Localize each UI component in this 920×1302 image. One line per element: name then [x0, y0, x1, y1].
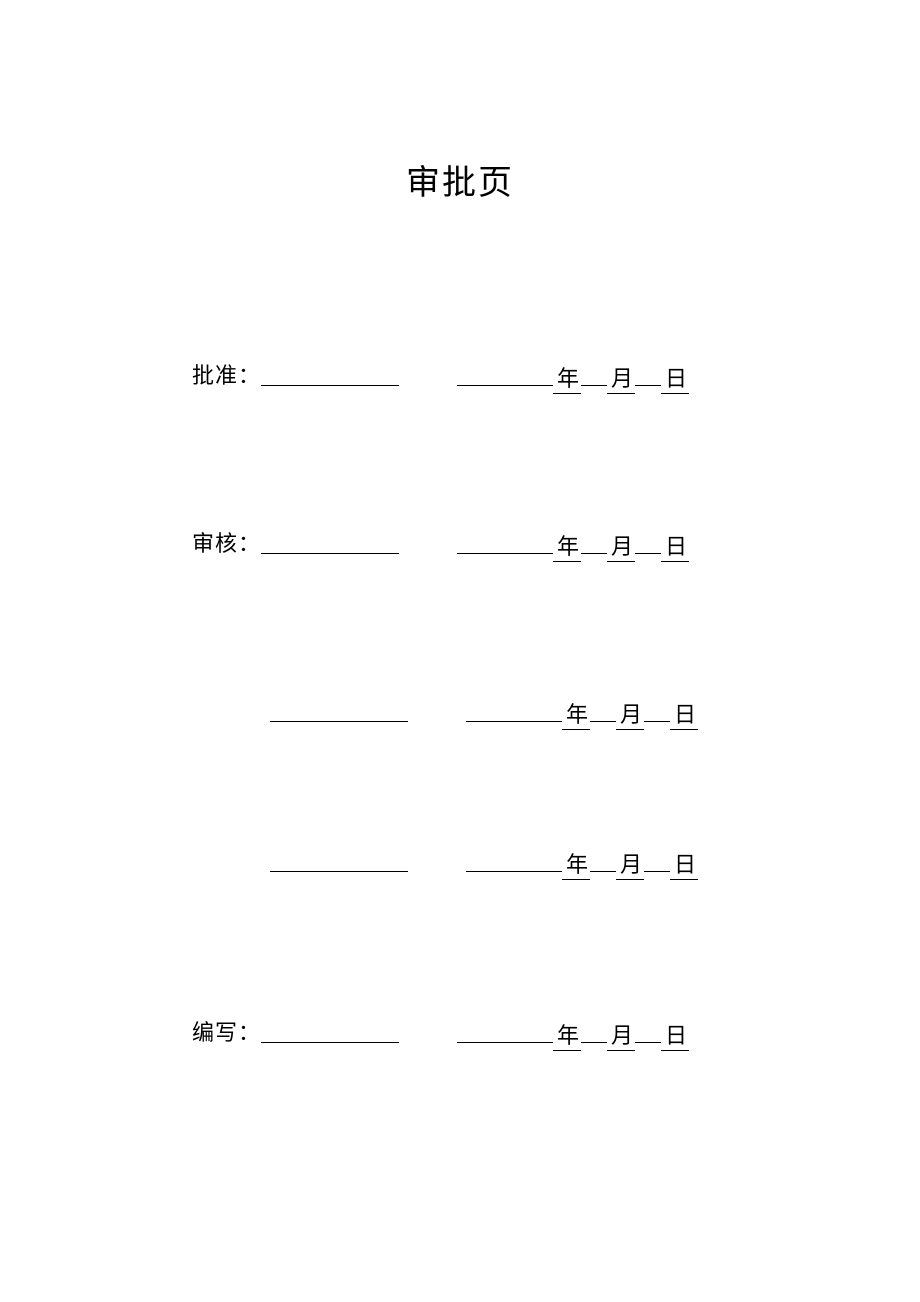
year-input-line[interactable]	[457, 364, 553, 386]
day-input-line[interactable]	[635, 1021, 661, 1043]
month-input-line[interactable]	[590, 850, 616, 872]
month-char: 月	[607, 361, 635, 394]
month-char: 月	[616, 847, 644, 880]
row-extra-2: 年月日	[270, 844, 732, 877]
year-char: 年	[562, 697, 590, 730]
day-char: 日	[661, 529, 689, 562]
row-approve: 批准： 年月日	[192, 358, 732, 391]
name-input-line[interactable]	[270, 850, 408, 872]
day-char: 日	[661, 1018, 689, 1051]
label-author: 编写：	[192, 1015, 261, 1047]
year-char: 年	[553, 529, 581, 562]
year-char: 年	[553, 1018, 581, 1051]
day-char: 日	[661, 361, 689, 394]
name-input-line[interactable]	[261, 532, 399, 554]
month-input-line[interactable]	[590, 700, 616, 722]
month-char: 月	[616, 697, 644, 730]
month-input-line[interactable]	[581, 364, 607, 386]
month-char: 月	[607, 529, 635, 562]
month-char: 月	[607, 1018, 635, 1051]
row-review: 审核： 年月日	[192, 526, 732, 559]
day-input-line[interactable]	[644, 850, 670, 872]
row-author: 编写： 年月日	[192, 1015, 732, 1048]
name-input-line[interactable]	[261, 364, 399, 386]
name-input-line[interactable]	[270, 700, 408, 722]
row-extra-1: 年月日	[270, 694, 732, 727]
approval-form: 批准： 年月日 审核： 年月日 年月日 年月日 编写： 年月日	[192, 358, 732, 1048]
day-char: 日	[670, 697, 698, 730]
day-input-line[interactable]	[644, 700, 670, 722]
year-char: 年	[553, 361, 581, 394]
day-input-line[interactable]	[635, 532, 661, 554]
year-input-line[interactable]	[457, 1021, 553, 1043]
year-input-line[interactable]	[457, 532, 553, 554]
label-approve: 批准：	[192, 358, 261, 390]
year-input-line[interactable]	[466, 850, 562, 872]
day-char: 日	[670, 847, 698, 880]
name-input-line[interactable]	[261, 1021, 399, 1043]
month-input-line[interactable]	[581, 1021, 607, 1043]
label-review: 审核：	[192, 526, 261, 558]
day-input-line[interactable]	[635, 364, 661, 386]
month-input-line[interactable]	[581, 532, 607, 554]
year-input-line[interactable]	[466, 700, 562, 722]
page-title: 审批页	[0, 155, 920, 204]
year-char: 年	[562, 847, 590, 880]
